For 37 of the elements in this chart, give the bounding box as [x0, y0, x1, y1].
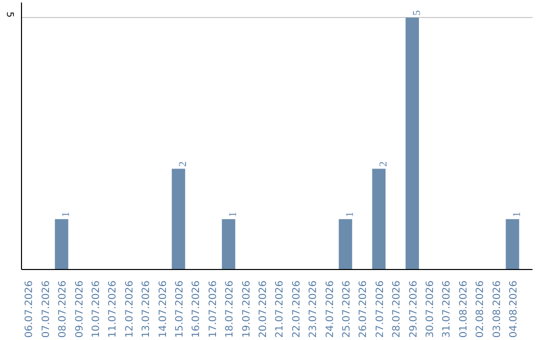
data-label: 1 [61, 212, 72, 218]
x-tick-label: 08.07.2026 [58, 280, 69, 338]
x-tick-label: 10.07.2026 [90, 280, 102, 338]
x-tick-label: 16.07.2026 [191, 280, 202, 338]
x-tick-label: 23.07.2026 [308, 280, 320, 338]
x-tick-label: 21.07.2026 [274, 280, 286, 338]
data-label: 1 [344, 212, 356, 218]
data-label: 2 [378, 161, 390, 167]
x-tick-label: 13.07.2026 [141, 280, 152, 338]
data-label: 5 [412, 10, 423, 16]
x-tick-label: 30.07.2026 [424, 280, 436, 338]
x-tick-label: 31.07.2026 [442, 280, 453, 338]
x-tick-label: 27.07.2026 [374, 280, 386, 338]
x-tick-label: 29.07.2026 [408, 280, 420, 338]
x-tick-label: 28.07.2026 [392, 280, 403, 338]
x-tick-label: 24.07.2026 [324, 280, 336, 338]
data-label: 1 [512, 212, 523, 218]
x-tick-label: 11.07.2026 [108, 280, 119, 338]
x-tick-label: 06.07.2026 [24, 280, 36, 338]
x-tick-label: 09.07.2026 [74, 280, 86, 338]
x-tick-label: 26.07.2026 [358, 280, 370, 338]
x-tick-label: 15.07.2026 [174, 280, 186, 338]
x-tick-label: 17.07.2026 [208, 280, 219, 338]
data-label: 2 [178, 161, 189, 167]
x-tick-label: 18.07.2026 [224, 280, 236, 338]
x-tick-label: 02.08.2026 [475, 280, 486, 338]
x-tick-label: 12.07.2026 [124, 280, 136, 338]
data-label: 1 [228, 212, 240, 218]
x-tick-label: 25.07.2026 [341, 280, 352, 338]
x-tick-label: 07.07.2026 [40, 280, 52, 338]
x-tick-label: 01.08.2026 [458, 280, 470, 338]
x-tick-label: 03.08.2026 [492, 280, 503, 338]
x-tick-label: 20.07.2026 [258, 280, 269, 338]
x-tick-label: 22.07.2026 [291, 280, 302, 338]
x-tick-label: 04.08.2026 [508, 280, 520, 338]
x-tick-label: 19.07.2026 [241, 280, 252, 338]
x-tick-label: 14.07.2026 [158, 280, 169, 338]
